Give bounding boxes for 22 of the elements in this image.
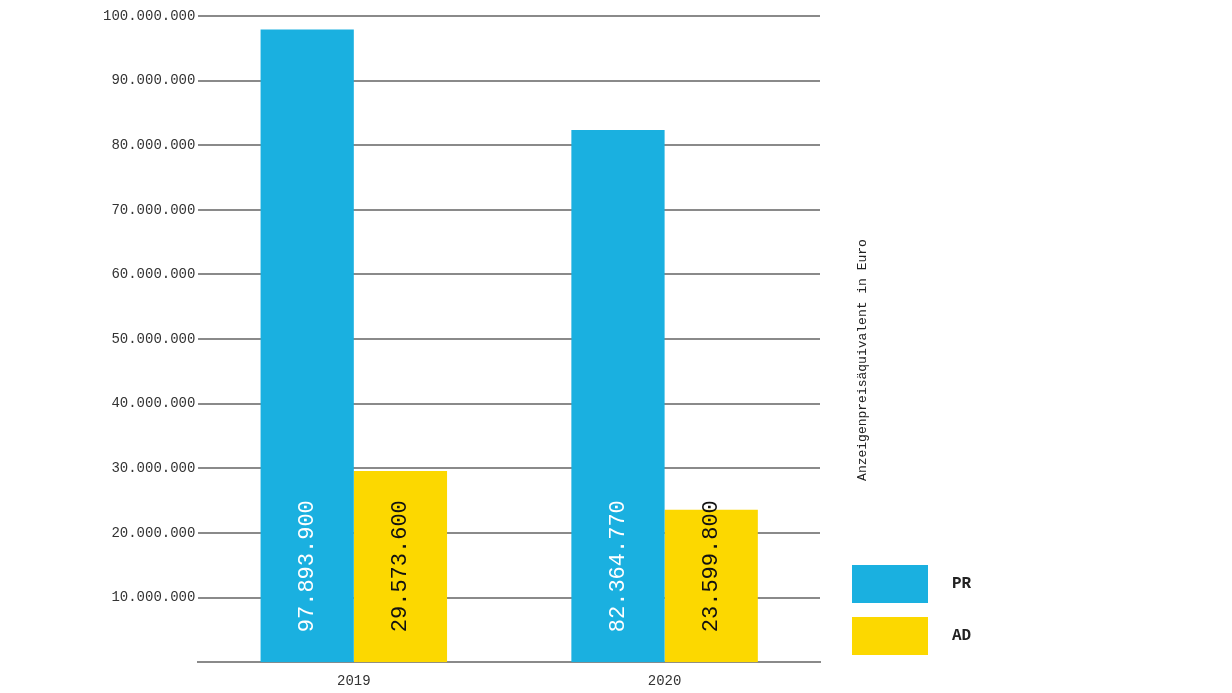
y-tick-label: 10.000.000 (111, 589, 196, 606)
y-tick-label: 100.000.000 (102, 7, 196, 24)
bar (353, 471, 448, 663)
data-label: 82.364.770 (605, 500, 631, 633)
x-tick-label: 2020 (647, 673, 682, 690)
y-tick-label: 80.000.000 (111, 136, 196, 153)
y-tick-label: 70.000.000 (111, 201, 196, 218)
legend-label: AD (952, 627, 972, 645)
y-tick-label: 30.000.000 (111, 460, 196, 477)
data-label: 23.599.800 (699, 500, 725, 633)
y-axis-title: Anzeigenpreisäquivalent in Euro (854, 239, 870, 481)
bar (260, 29, 354, 663)
y-tick-label: 90.000.000 (111, 72, 196, 89)
bar (571, 129, 665, 663)
data-label: 29.573.600 (388, 500, 414, 633)
y-tick-label: 40.000.000 (111, 395, 196, 412)
legend-label: PR (952, 575, 972, 593)
y-tick-label: 50.000.000 (111, 330, 196, 347)
y-tick-label: 20.000.000 (111, 524, 196, 541)
x-tick-label: 2019 (337, 673, 371, 690)
data-label: 97.893.900 (295, 500, 321, 633)
y-tick-label: 60.000.000 (111, 266, 196, 283)
